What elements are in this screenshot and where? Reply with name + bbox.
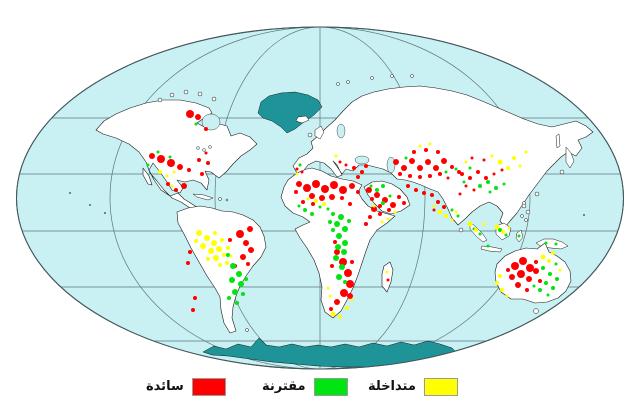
black-sea [354, 155, 370, 165]
continent-africa [280, 167, 396, 319]
baja-peninsula [142, 167, 153, 186]
patches-dominant [149, 110, 542, 312]
small-islands [69, 74, 585, 332]
legend-swatch-dominant-red [191, 378, 226, 396]
legend-label-associated: مقترنة [262, 379, 306, 394]
iceland [295, 115, 310, 124]
legend-item-associated: مقترنة [262, 378, 348, 396]
madagascar [381, 261, 394, 293]
legend-swatch-interspersed-yellow [423, 378, 458, 396]
patches-interspersed [158, 142, 562, 319]
continent-south-america [176, 205, 267, 334]
baltic-sea [336, 123, 346, 139]
tasmania [533, 308, 539, 314]
legend-item-dominant: سائدة [146, 378, 226, 396]
antarctica [202, 337, 458, 368]
great-lakes [196, 145, 212, 152]
new-zealand [568, 298, 584, 320]
hudson-bay [201, 113, 221, 131]
ireland [307, 132, 313, 138]
map-boundary [16, 26, 624, 370]
legend-item-interspersed: متداخلة [368, 378, 458, 396]
patches-associated [146, 122, 559, 305]
legend-swatch-associated-green [313, 378, 348, 396]
caspian-sea [386, 156, 396, 174]
legend-label-dominant: سائدة [146, 379, 184, 394]
greenland [257, 91, 323, 134]
british-isles [314, 125, 325, 140]
east-asian-islands [458, 133, 575, 233]
legend-label-interspersed: متداخلة [368, 379, 416, 394]
